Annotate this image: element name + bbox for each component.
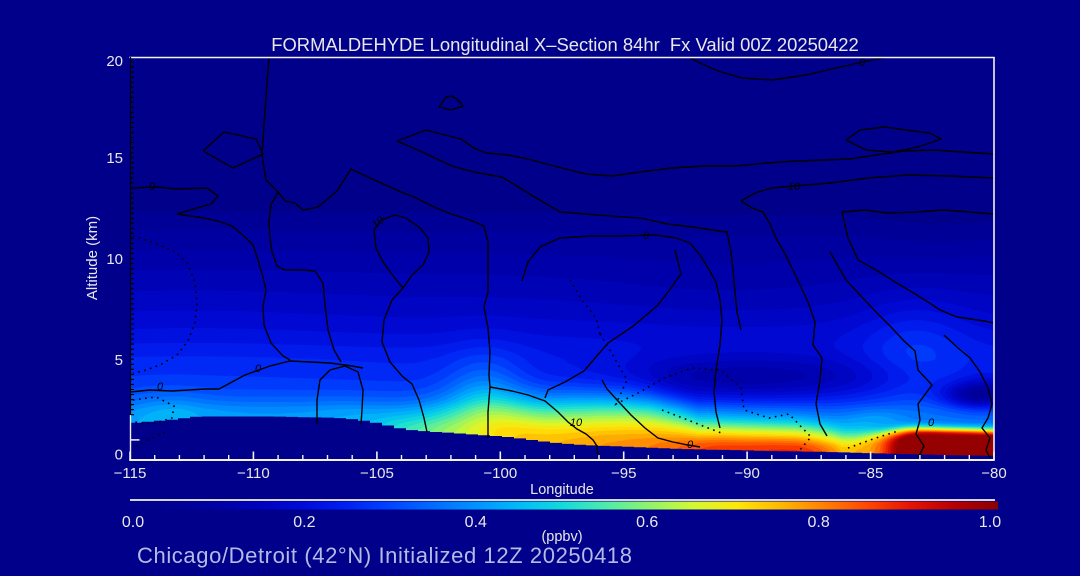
svg-text:0.6: 0.6 [636, 514, 658, 531]
svg-text:0: 0 [149, 181, 156, 193]
svg-text:FORMALDEHYDE Longitudinal X–Se: FORMALDEHYDE Longitudinal X–Section 84hr… [271, 34, 858, 55]
svg-text:0.0: 0.0 [122, 514, 144, 531]
svg-text:−115: −115 [114, 465, 147, 482]
svg-text:−105: −105 [360, 465, 394, 482]
svg-text:Chicago/Detroit (42°N) Initial: Chicago/Detroit (42°N) Initialized 12Z 2… [137, 543, 633, 568]
svg-text:0: 0 [643, 230, 650, 242]
svg-text:−85: −85 [858, 465, 883, 482]
svg-text:Longitude: Longitude [530, 482, 594, 498]
svg-text:10: 10 [570, 417, 583, 429]
svg-text:−90: −90 [734, 465, 759, 482]
svg-text:15: 15 [106, 150, 123, 167]
svg-text:Altitude (km): Altitude (km) [84, 216, 101, 300]
svg-text:0: 0 [687, 439, 694, 451]
svg-text:0: 0 [859, 57, 866, 69]
svg-text:0: 0 [157, 381, 164, 393]
svg-text:0: 0 [255, 363, 262, 375]
svg-text:−80: −80 [981, 465, 1006, 482]
svg-text:0.4: 0.4 [465, 514, 487, 531]
svg-text:(ppbv): (ppbv) [541, 529, 582, 545]
svg-text:20: 20 [106, 53, 123, 70]
svg-text:−110: −110 [237, 465, 270, 482]
svg-text:10: 10 [788, 181, 801, 193]
svg-text:0: 0 [115, 447, 123, 464]
svg-text:0.2: 0.2 [293, 514, 315, 531]
svg-text:−95: −95 [611, 465, 636, 482]
svg-text:−100: −100 [483, 465, 517, 482]
svg-text:5: 5 [115, 352, 123, 369]
svg-text:0: 0 [928, 417, 935, 429]
svg-text:10: 10 [106, 251, 123, 268]
svg-text:0.8: 0.8 [807, 514, 829, 531]
svg-text:1.0: 1.0 [979, 514, 1001, 531]
